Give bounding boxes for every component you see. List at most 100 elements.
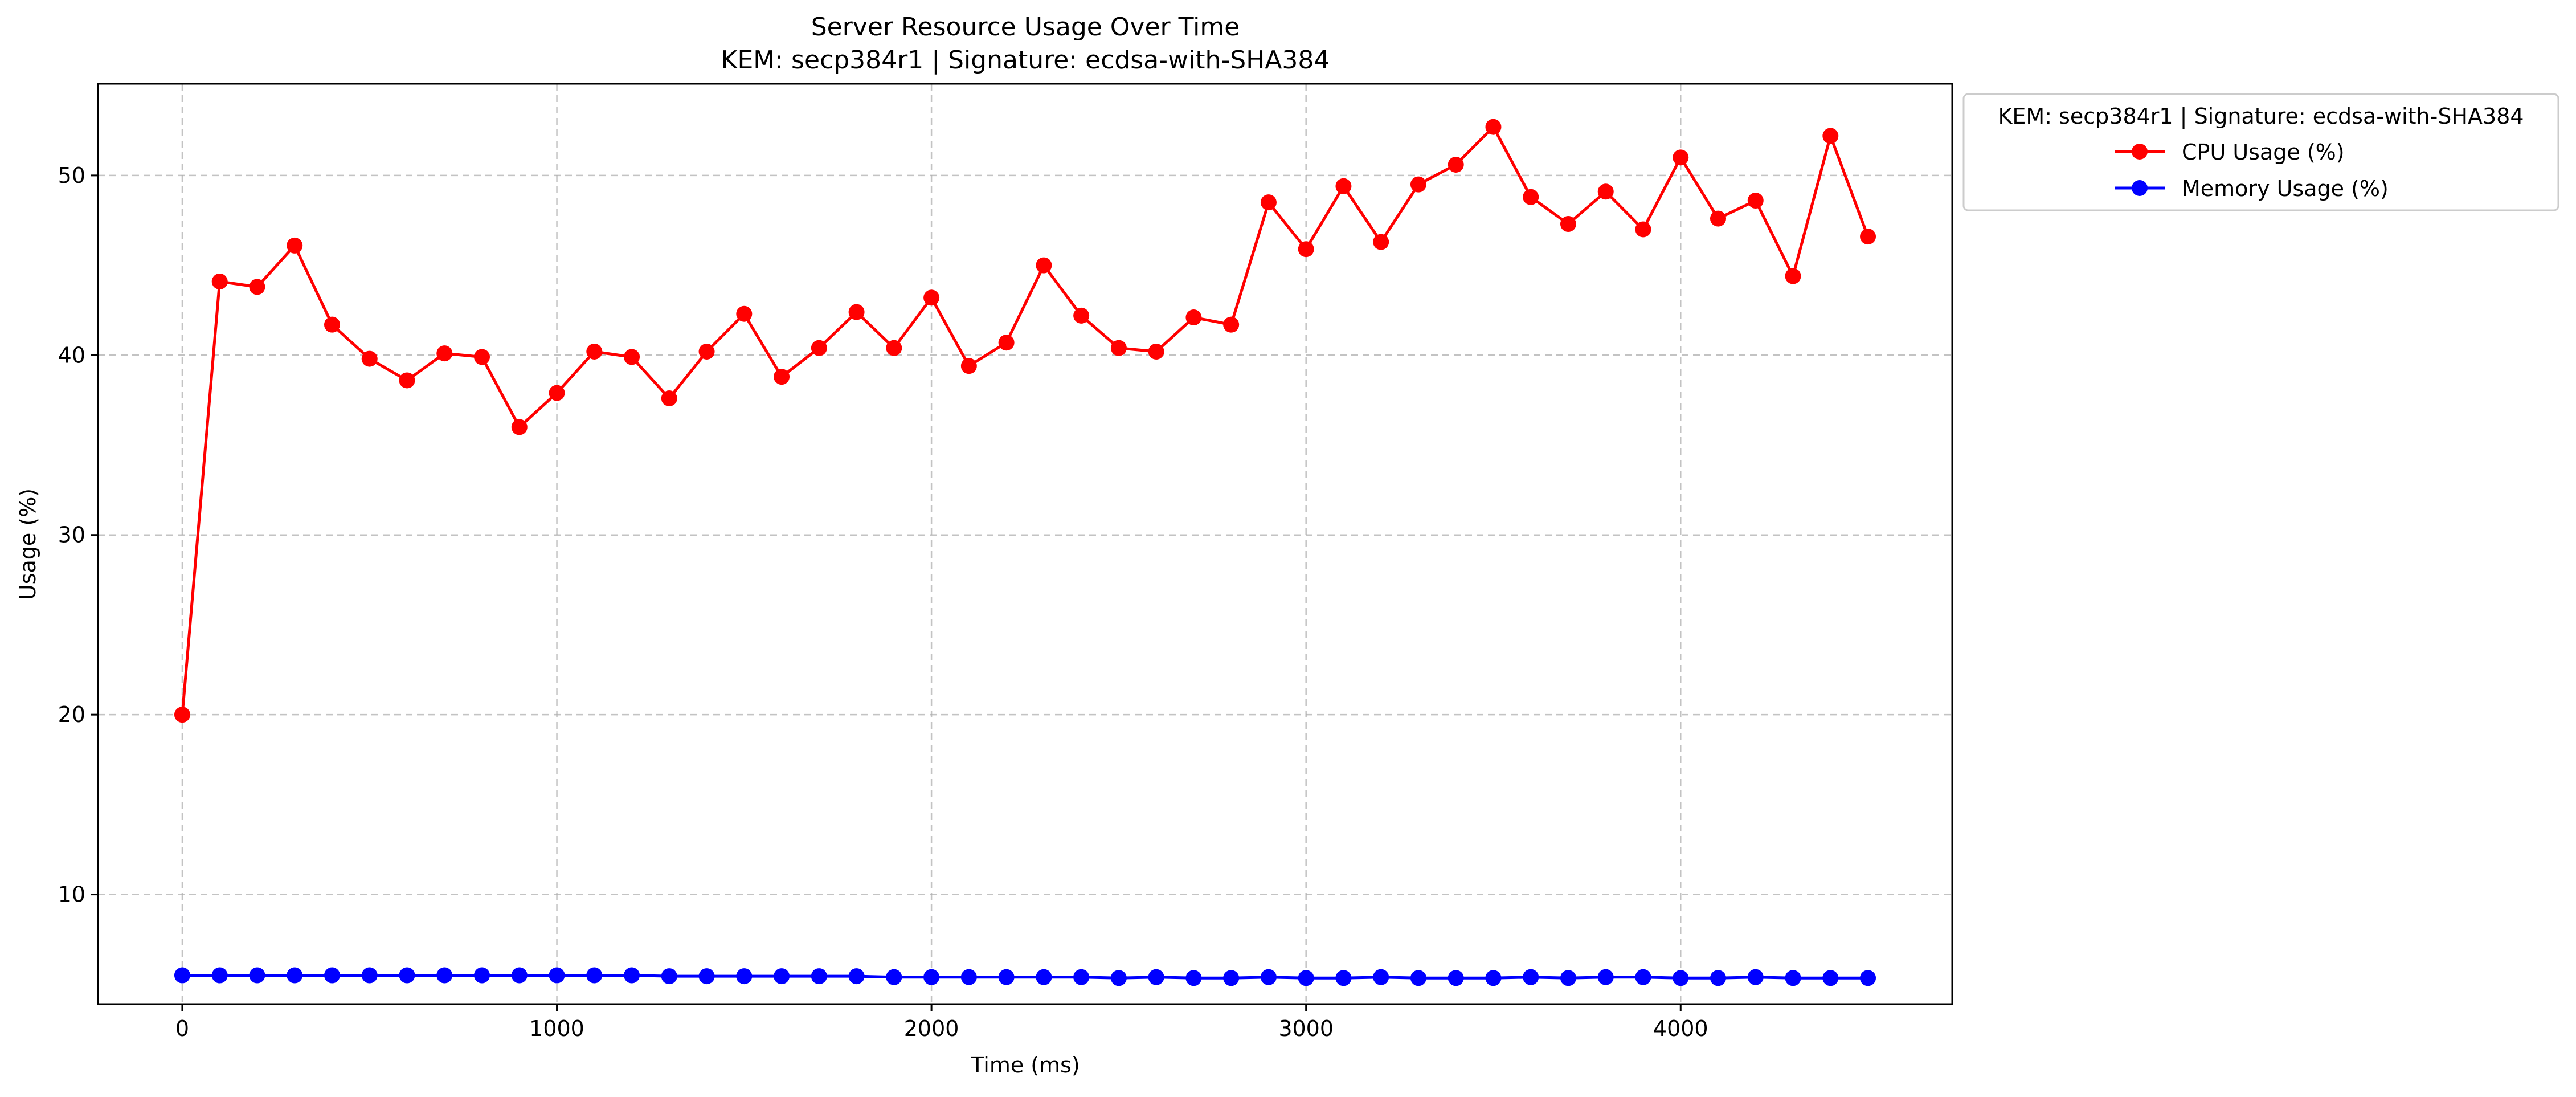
legend-memory-label: Memory Usage (%) [2182,176,2389,201]
legend: KEM: secp384r1 | Signature: ecdsa-with-S… [1962,93,2559,211]
memory-data-point [1335,970,1352,986]
memory-data-point [1148,969,1164,985]
memory-data-point [511,967,528,984]
memory-data-point [736,968,753,985]
cpu-data-point [549,385,565,401]
cpu-data-point [1785,268,1801,284]
plot-frame [97,83,1953,1005]
cpu-data-point [174,707,190,723]
cpu-data-point [1373,234,1389,250]
memory-data-point [661,968,677,985]
x-tick-label: 4000 [1653,1016,1708,1041]
memory-data-point [586,967,603,984]
cpu-data-point [511,419,528,435]
memory-data-point [1822,970,1839,986]
memory-data-point [811,968,827,985]
cpu-data-point [1073,307,1090,324]
cpu-data-point [774,369,790,385]
memory-data-point [774,968,790,985]
cpu-data-point [1036,257,1052,274]
memory-data-point [174,967,190,984]
memory-data-point [436,967,453,984]
cpu-data-point [586,343,603,360]
cpu-data-point [1185,309,1202,326]
memory-data-point [1373,969,1389,985]
x-tick-label: 2000 [904,1016,959,1041]
cpu-data-point [923,289,940,306]
cpu-data-point [1298,241,1314,258]
cpu-data-point [474,349,490,365]
cpu-data-point [1410,176,1426,193]
memory-data-point [1448,970,1464,986]
memory-series [174,967,1876,986]
cpu-data-point [1710,210,1727,227]
cpu-data-point [960,358,977,374]
memory-data-point [549,967,565,984]
x-axis-label: Time (ms) [970,1053,1080,1078]
memory-data-point [1560,970,1576,986]
memory-data-point [1597,969,1614,985]
y-tick-label: 40 [58,342,85,368]
memory-usage-line [182,974,1868,980]
cpu-data-point [1597,183,1614,200]
cpu-data-point [1148,343,1164,360]
series-layer [174,119,1876,986]
memory-data-point [1747,969,1764,985]
memory-data-point [1635,969,1651,985]
legend-memory-marker [2132,180,2148,196]
cpu-data-point [886,340,902,356]
cpu-data-point [1448,156,1464,173]
memory-data-point [1710,970,1727,986]
cpu-data-point [1110,340,1127,356]
cpu-data-point [1485,119,1502,135]
memory-data-point [960,969,977,985]
cpu-data-point [661,390,677,407]
memory-data-point [1523,969,1539,985]
cpu-data-point [324,316,340,333]
cpu-data-point [1560,216,1576,233]
memory-data-point [1410,970,1426,986]
y-tick-label: 30 [58,523,85,548]
cpu-data-point [1747,193,1764,209]
cpu-data-point [1523,189,1539,205]
memory-data-point [287,967,303,984]
memory-data-point [399,967,415,984]
memory-data-point [211,967,228,984]
cpu-data-point [1335,178,1352,194]
memory-data-point [1860,970,1876,986]
memory-data-point [848,968,865,985]
memory-data-point [474,967,490,984]
cpu-data-point [1635,221,1651,238]
memory-data-point [1673,970,1689,986]
x-tick-label: 0 [175,1016,189,1041]
legend-title: KEM: secp384r1 | Signature: ecdsa-with-S… [1998,104,2524,129]
legend-frame [1962,93,2559,211]
memory-data-point [1110,970,1127,986]
memory-data-point [698,968,715,985]
memory-data-point [923,969,940,985]
cpu-data-point [736,305,753,322]
memory-data-point [249,967,265,984]
y-axis-label: Usage (%) [15,488,40,600]
memory-data-point [1785,970,1801,986]
axes: 0 1000 2000 3000 4000 10 20 30 40 50 [58,83,1953,1041]
cpu-data-point [1860,229,1876,245]
memory-data-point [1260,969,1277,985]
memory-data-point [324,967,340,984]
cpu-data-point [624,349,640,365]
cpu-data-point [1260,194,1277,211]
cpu-data-point [436,345,453,362]
memory-data-point [1223,970,1240,986]
y-tick-label: 10 [58,882,85,907]
cpu-data-point [1223,316,1240,333]
legend-cpu-marker [2132,144,2148,160]
y-tick-label: 20 [58,702,85,727]
y-tick-label: 50 [58,163,85,188]
cpu-data-point [1673,149,1689,166]
memory-data-point [624,967,640,984]
chart-title: Server Resource Usage Over Time [811,13,1240,42]
cpu-data-point [848,304,865,320]
cpu-data-point [287,237,303,254]
cpu-data-point [998,335,1015,351]
